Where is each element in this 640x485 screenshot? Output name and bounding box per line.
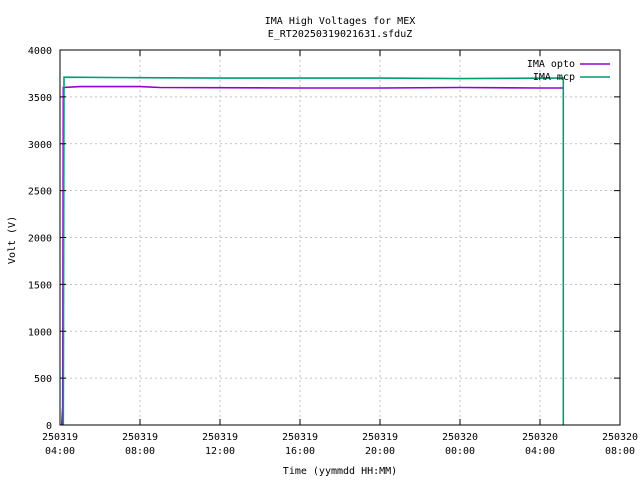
legend-label: IMA mcp (533, 72, 575, 83)
y-tick-label: 0 (46, 421, 52, 432)
x-tick-label-date: 250320 (522, 432, 558, 443)
legend-label: IMA opto (527, 59, 575, 70)
y-tick-label: 3500 (28, 93, 52, 104)
chart-title: IMA High Voltages for MEX (265, 16, 416, 27)
chart-subtitle: E_RT20250319021631.sfduZ (268, 29, 413, 40)
x-tick-label-date: 250319 (282, 432, 318, 443)
x-axis-label: Time (yymmdd HH:MM) (283, 466, 397, 477)
series-line-ima-mcp (62, 76, 565, 426)
y-tick-label: 3000 (28, 140, 52, 151)
x-tick-label-time: 04:00 (525, 446, 555, 457)
ticks: 0 500 1000 1500 2000 2500 3000 3500 4000 250319 04… (28, 46, 638, 457)
legend: IMA opto IMA mcp (527, 59, 610, 83)
x-tick-label-date: 250319 (202, 432, 238, 443)
grid (60, 50, 620, 425)
y-tick-label: 1500 (28, 280, 52, 291)
y-tick-label: 1000 (28, 327, 52, 338)
y-tick-label: 4000 (28, 46, 52, 57)
y-tick-label: 2500 (28, 187, 52, 198)
x-tick-label-time: 16:00 (285, 446, 315, 457)
series-layer (60, 76, 565, 426)
x-tick-label-time: 00:00 (445, 446, 475, 457)
x-tick-label-time: 08:00 (125, 446, 155, 457)
x-tick-label-time: 12:00 (205, 446, 235, 457)
x-tick-label-time: 08:00 (605, 446, 635, 457)
x-tick-label-date: 250319 (362, 432, 398, 443)
y-tick-label: 2000 (28, 234, 52, 245)
x-tick-label-date: 250320 (602, 432, 638, 443)
x-tick-label-time: 04:00 (45, 446, 75, 457)
x-tick-label-time: 20:00 (365, 446, 395, 457)
y-tick-label: 500 (34, 374, 52, 385)
x-tick-label-date: 250319 (42, 432, 78, 443)
y-axis-label: Volt (V) (7, 216, 18, 264)
series-line-ima-opto (60, 85, 564, 426)
x-tick-label-date: 250319 (122, 432, 158, 443)
x-tick-label-date: 250320 (442, 432, 478, 443)
